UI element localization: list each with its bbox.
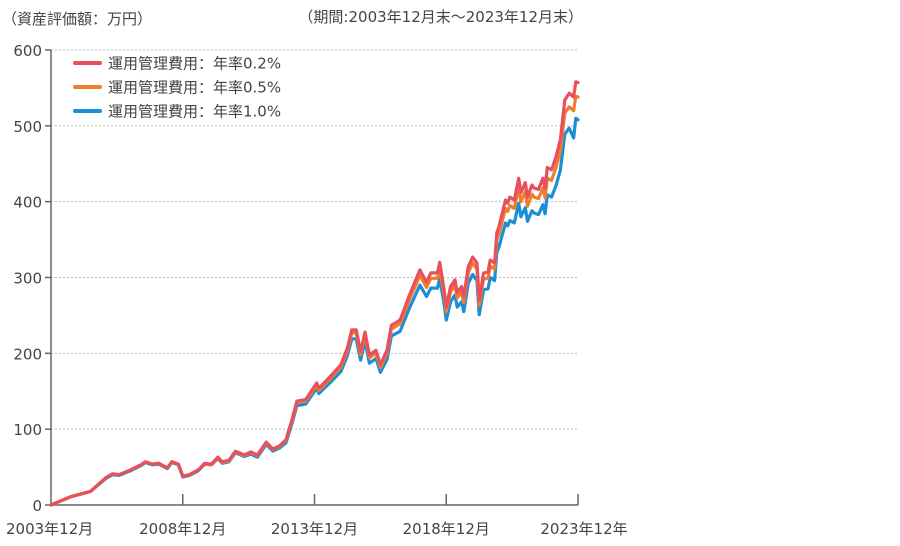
y-tick-label: 200 [13,345,42,363]
period-label: （期間:2003年12月末～2023年12月末） [298,8,583,26]
legend-label: 運用管理費用：年率0.5% [108,79,281,97]
x-tick-label: 2013年12月 [271,520,358,538]
series-lines [49,80,580,507]
legend: 運用管理費用：年率0.2% 運用管理費用：年率0.5% 運用管理費用：年率1.0% [73,55,281,121]
x-tick-label: 2003年12月 [6,520,93,538]
y-tick-label: 100 [13,421,42,439]
y-tick-label: 0 [32,497,42,515]
y-axis: 0 100 200 300 400 500 600 [13,42,52,515]
x-axis: 2003年12月 2008年12月 2013年12月 2018年12月 2023年12年 [6,494,628,538]
series-line [49,94,580,507]
legend-label: 運用管理費用：年率0.2% [108,55,281,73]
x-tick-label: 2008年12月 [139,520,226,538]
y-tick-label: 600 [13,42,42,60]
y-tick-label: 400 [13,194,42,212]
y-tick-label: 500 [13,118,42,136]
unit-label: （資産評価額：万円） [2,10,152,28]
series-line [49,116,580,507]
legend-label: 運用管理費用：年率1.0% [108,103,281,121]
series-line [49,80,580,507]
x-tick-label: 2018年12月 [403,520,490,538]
y-tick-label: 300 [13,270,42,288]
x-tick-label: 2023年12年 [540,520,627,538]
